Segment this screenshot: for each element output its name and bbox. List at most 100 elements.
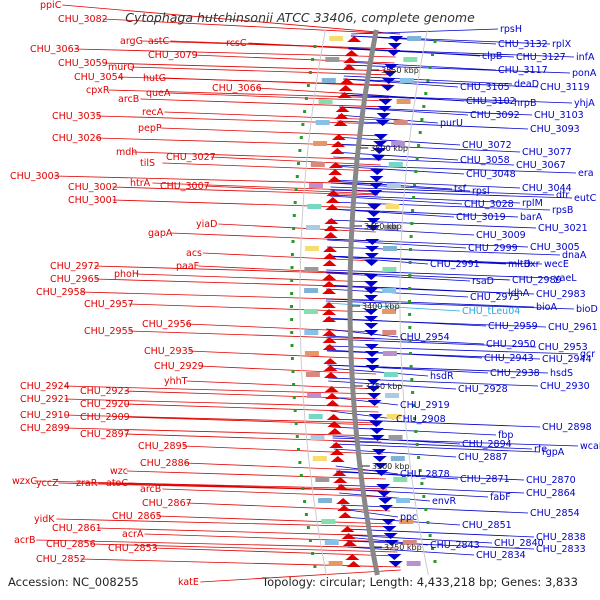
tick-dot — [293, 409, 297, 412]
gene-label-reverse: rpsH — [500, 24, 522, 35]
gene-label-forward: hutG — [143, 73, 166, 84]
forward-gene — [342, 540, 357, 546]
reverse-gene — [374, 470, 389, 476]
tick-dot — [408, 339, 412, 342]
cog-block — [307, 204, 322, 209]
reverse-gene — [370, 435, 385, 441]
tick-label: 3450 kbp — [364, 222, 402, 231]
reverse-gene — [364, 253, 379, 259]
label-leader — [36, 539, 397, 549]
gene-label-reverse: yhjA — [574, 98, 595, 109]
gene-label-reverse: CHU_3102 — [466, 96, 516, 107]
label-leader — [329, 396, 399, 406]
gene-label-forward: CHU_2956 — [142, 319, 192, 330]
reverse-gene — [371, 449, 386, 455]
label-leader — [160, 127, 384, 137]
tick-dot — [291, 370, 295, 373]
forward-gene — [340, 526, 355, 532]
tick-dot — [290, 266, 294, 269]
tick-dot — [424, 92, 428, 95]
kbp-ticks: 3550 kbp 3500 kbp 3450 kbp 3400 kbp 3350 kbp… — [290, 40, 437, 568]
label-leader — [328, 219, 537, 229]
tick-dot — [304, 513, 308, 516]
gene-label-forward: CHU_3066 — [212, 83, 262, 94]
gene-label-reverse: rgpA — [542, 447, 565, 458]
tick-dot — [413, 183, 417, 186]
gene-label-forward: yidK — [34, 514, 55, 525]
reverse-gene — [369, 421, 384, 427]
cog-block — [393, 477, 408, 482]
gene-label-forward: mdh — [116, 147, 137, 158]
gene-label-forward: yiaD — [196, 219, 217, 230]
gene-label-reverse: hrpB — [514, 98, 536, 109]
tick-dot — [313, 45, 317, 48]
gene-label-reverse: barA — [520, 212, 543, 223]
gene-label-forward: acrA — [122, 529, 144, 540]
label-leader — [162, 162, 381, 172]
forward-gene — [334, 113, 349, 119]
gene-label-reverse: fabF — [490, 492, 511, 503]
reverse-gene — [375, 120, 390, 126]
gene-label-forward: katE — [178, 577, 199, 588]
gene-label-reverse: deaD — [514, 79, 539, 90]
gene-label-forward: CHU_2923 — [80, 386, 130, 397]
gene-label-forward: wzc — [110, 466, 128, 477]
tick-label: 3300 kbp — [372, 462, 410, 471]
tick-dot — [297, 162, 300, 165]
tick-dot — [410, 222, 414, 225]
label-leader — [332, 437, 579, 447]
accession-text: Accession: NC_008255 — [8, 575, 139, 589]
label-leader — [102, 18, 401, 35]
label-leader — [328, 208, 519, 218]
tick-dot — [299, 136, 303, 139]
forward-gene — [322, 260, 337, 266]
label-leader — [326, 246, 561, 256]
gene-label-forward: CHU_3002 — [68, 182, 118, 193]
gene-label-reverse: era — [578, 168, 594, 179]
label-leader — [56, 518, 393, 528]
gene-label-reverse: CHU_2989 — [512, 275, 562, 286]
cog-block — [393, 120, 408, 125]
tick-dot — [311, 552, 315, 555]
gene-label-forward: CHU_2957 — [84, 299, 134, 310]
reverse-gene — [368, 183, 383, 189]
label-leader — [326, 350, 541, 360]
forward-gene — [347, 36, 362, 42]
gene-label-forward: CHU_2856 — [46, 539, 96, 550]
tick-dot — [411, 209, 415, 212]
cog-block — [321, 519, 336, 524]
cog-block — [382, 330, 397, 335]
label-leader — [326, 271, 511, 281]
gene-label-forward: atoC — [106, 478, 128, 489]
tick-dot — [428, 534, 432, 537]
gene-label-forward: CHU_2861 — [52, 523, 102, 534]
label-leader — [204, 185, 379, 195]
gene-label-forward: CHU_3035 — [52, 111, 102, 122]
forward-gene — [330, 148, 345, 154]
gene-label-forward: CHU_2852 — [36, 554, 86, 565]
tick-dot — [301, 487, 305, 490]
gene-label-reverse: infA — [576, 52, 595, 63]
forward-gene — [342, 64, 357, 70]
gene-label-reverse: rplX — [552, 39, 572, 50]
gene-label-reverse: CHU_2843 — [430, 540, 480, 551]
forward-gene — [325, 400, 340, 406]
tick-label: 3500 kbp — [370, 144, 408, 153]
forward-gene — [330, 456, 345, 462]
gene-label-reverse: gcr — [580, 349, 595, 360]
gene-label-reverse: CHU_2871 — [460, 474, 510, 485]
cog-block — [305, 372, 320, 377]
cog-block — [304, 351, 319, 356]
gene-label-reverse: fbp — [498, 430, 513, 441]
gene-label-reverse: CHU_3058 — [460, 155, 510, 166]
gene-label-reverse: ponA — [572, 68, 597, 79]
label-leader — [346, 540, 535, 550]
reverse-gene — [367, 400, 382, 406]
cog-block — [315, 477, 330, 482]
tick-dot — [417, 144, 421, 147]
reverse-gene — [380, 85, 395, 91]
gene-label-reverse: CHU_2908 — [396, 414, 446, 425]
reverse-gene — [368, 190, 383, 196]
tick-dot — [418, 469, 422, 472]
